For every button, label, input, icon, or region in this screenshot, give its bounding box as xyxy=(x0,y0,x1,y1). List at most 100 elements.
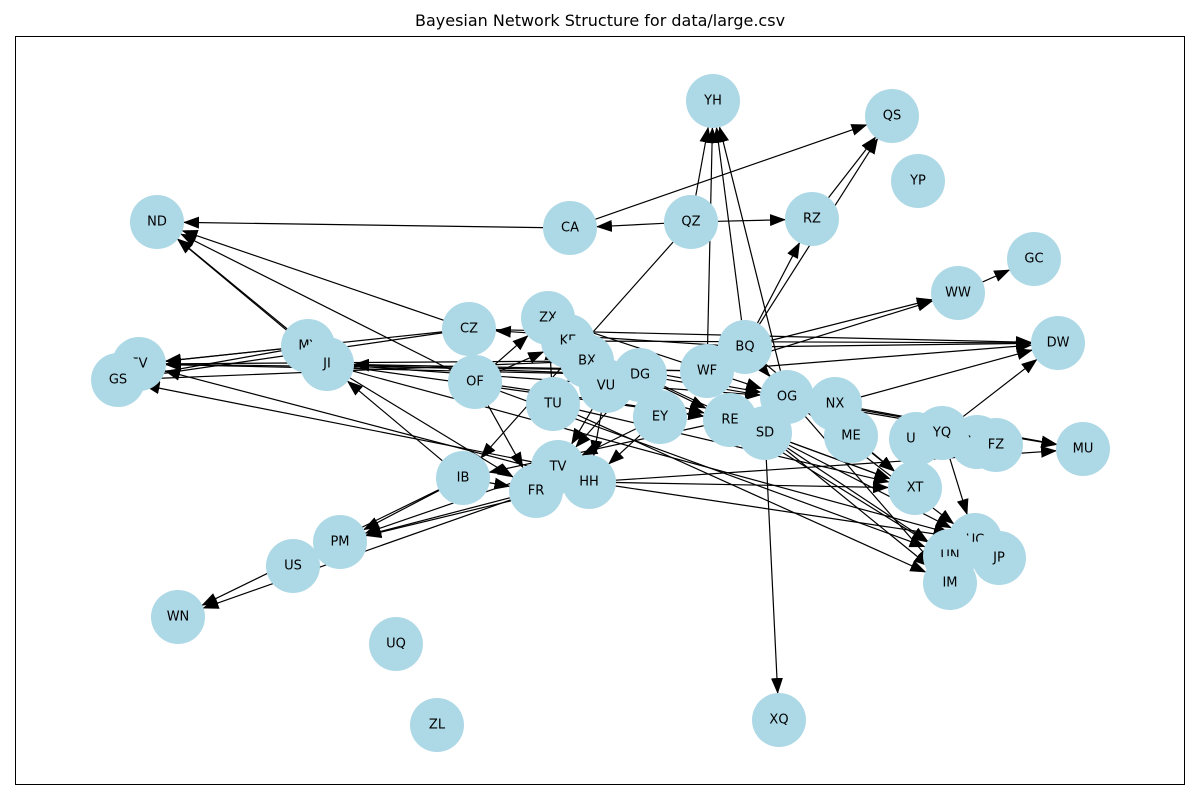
node-rz: RZ xyxy=(785,192,839,246)
node-circle xyxy=(686,74,740,128)
node-circle xyxy=(738,406,792,460)
node-gs: GS xyxy=(91,353,145,407)
node-label: ND xyxy=(147,215,167,230)
node-circle xyxy=(130,195,184,249)
node-circle xyxy=(442,302,496,356)
node-yh: YH xyxy=(686,74,740,128)
node-circle xyxy=(931,266,985,320)
node-cz: CZ xyxy=(442,302,496,356)
edge-vu-to-hh xyxy=(590,412,603,457)
edge-bq-to-rz xyxy=(756,242,801,324)
edge-of-to-ke xyxy=(499,351,545,372)
edge-my-to-ev xyxy=(164,348,282,366)
node-of: OF xyxy=(448,355,502,409)
node-hh: HH xyxy=(562,455,616,509)
node-label: SD xyxy=(756,426,774,441)
node-label: DG xyxy=(630,368,650,383)
node-circle xyxy=(680,344,734,398)
edge-qz-to-ca xyxy=(595,219,665,232)
edge-ca-to-nd xyxy=(182,216,544,229)
node-label: TU xyxy=(543,397,561,412)
node-label: GC xyxy=(1024,252,1043,267)
node-circle xyxy=(579,359,633,413)
node-label: IB xyxy=(457,471,470,486)
edge-tu-to-im xyxy=(577,414,927,573)
node-ji: JI xyxy=(300,337,354,391)
node-gc: GC xyxy=(1007,232,1061,286)
edge-fr-to-pm xyxy=(365,497,511,538)
edge-nx-to-dw xyxy=(860,348,1033,398)
edge-yq-to-dw xyxy=(962,358,1038,417)
node-label: OG xyxy=(777,390,797,405)
node-label: UQ xyxy=(386,637,406,652)
node-tu: TU xyxy=(526,377,580,431)
node-circle xyxy=(891,154,945,208)
node-ca: CA xyxy=(543,201,597,255)
node-mu: MU xyxy=(1056,422,1110,476)
edge-rz-to-qs xyxy=(828,136,877,199)
edge-of-to-zx xyxy=(494,335,529,365)
edge-hh-to-uc xyxy=(615,485,950,540)
diagram-title: Bayesian Network Structure for data/larg… xyxy=(414,11,786,30)
node-circle xyxy=(888,461,942,515)
node-label: EY xyxy=(652,410,668,425)
node-label: XQ xyxy=(769,713,788,728)
edge-hh-to-xt xyxy=(615,481,890,494)
edge-sd-to-un xyxy=(787,447,929,542)
edge-bq-to-dw xyxy=(771,337,1033,350)
edge-ib-to-fr xyxy=(489,477,511,490)
edge-ib-to-ji xyxy=(346,380,443,462)
edge-ke-to-dw xyxy=(594,336,1033,349)
node-circle xyxy=(543,201,597,255)
node-sd: SD xyxy=(738,406,792,460)
node-circle xyxy=(369,617,423,671)
node-label: VU xyxy=(597,379,615,394)
node-circle xyxy=(448,355,502,409)
node-label: MU xyxy=(1073,442,1094,457)
node-label: FR xyxy=(528,484,545,499)
edge-sd-to-xq xyxy=(765,459,783,695)
edge-cz-to-nd xyxy=(181,229,444,321)
node-label: YQ xyxy=(932,426,951,441)
node-label: CA xyxy=(561,221,579,236)
node-circle xyxy=(91,353,145,407)
node-circle xyxy=(923,556,977,610)
node-circle xyxy=(865,89,919,143)
node-fz: FZ xyxy=(969,418,1023,472)
node-ey: EY xyxy=(633,390,687,444)
node-label: WW xyxy=(945,286,971,301)
node-me: ME xyxy=(824,409,878,463)
node-circle xyxy=(664,195,718,249)
nodes-layer: YHQSYPNDCAQZRZGCWWCZZXKEBQDWMYEVGSJIBXOF… xyxy=(91,74,1110,752)
node-label: BQ xyxy=(735,340,754,355)
node-label: NX xyxy=(826,397,845,412)
node-fr: FR xyxy=(509,464,563,518)
node-circle xyxy=(1056,422,1110,476)
edge-vu-to-tv xyxy=(571,408,593,445)
node-label: RE xyxy=(721,413,738,428)
edge-bq-to-ww xyxy=(771,297,933,341)
node-dw: DW xyxy=(1031,316,1085,370)
node-label: FZ xyxy=(988,438,1004,453)
edge-sd-to-uc xyxy=(788,444,952,529)
edge-bx-to-ev xyxy=(164,357,561,370)
node-label: WN xyxy=(167,610,190,625)
node-label: DW xyxy=(1047,336,1070,351)
node-label: YH xyxy=(703,94,722,109)
edge-ww-to-gc xyxy=(982,269,1011,283)
edge-qz-to-yh xyxy=(695,126,712,196)
edge-og-to-yh xyxy=(717,126,782,371)
node-qz: QZ xyxy=(664,195,718,249)
node-label: RZ xyxy=(803,212,821,227)
node-circle xyxy=(410,698,464,752)
node-wf: WF xyxy=(680,344,734,398)
node-circle xyxy=(969,418,1023,472)
edge-ji-to-nd xyxy=(176,238,307,348)
edge-tv-to-pm xyxy=(364,475,533,535)
node-circle xyxy=(824,409,878,463)
node-label: OF xyxy=(466,375,484,390)
node-label: WF xyxy=(697,364,717,379)
edge-ib-to-pm xyxy=(363,489,440,531)
node-circle xyxy=(562,455,616,509)
node-label: ME xyxy=(841,429,860,444)
